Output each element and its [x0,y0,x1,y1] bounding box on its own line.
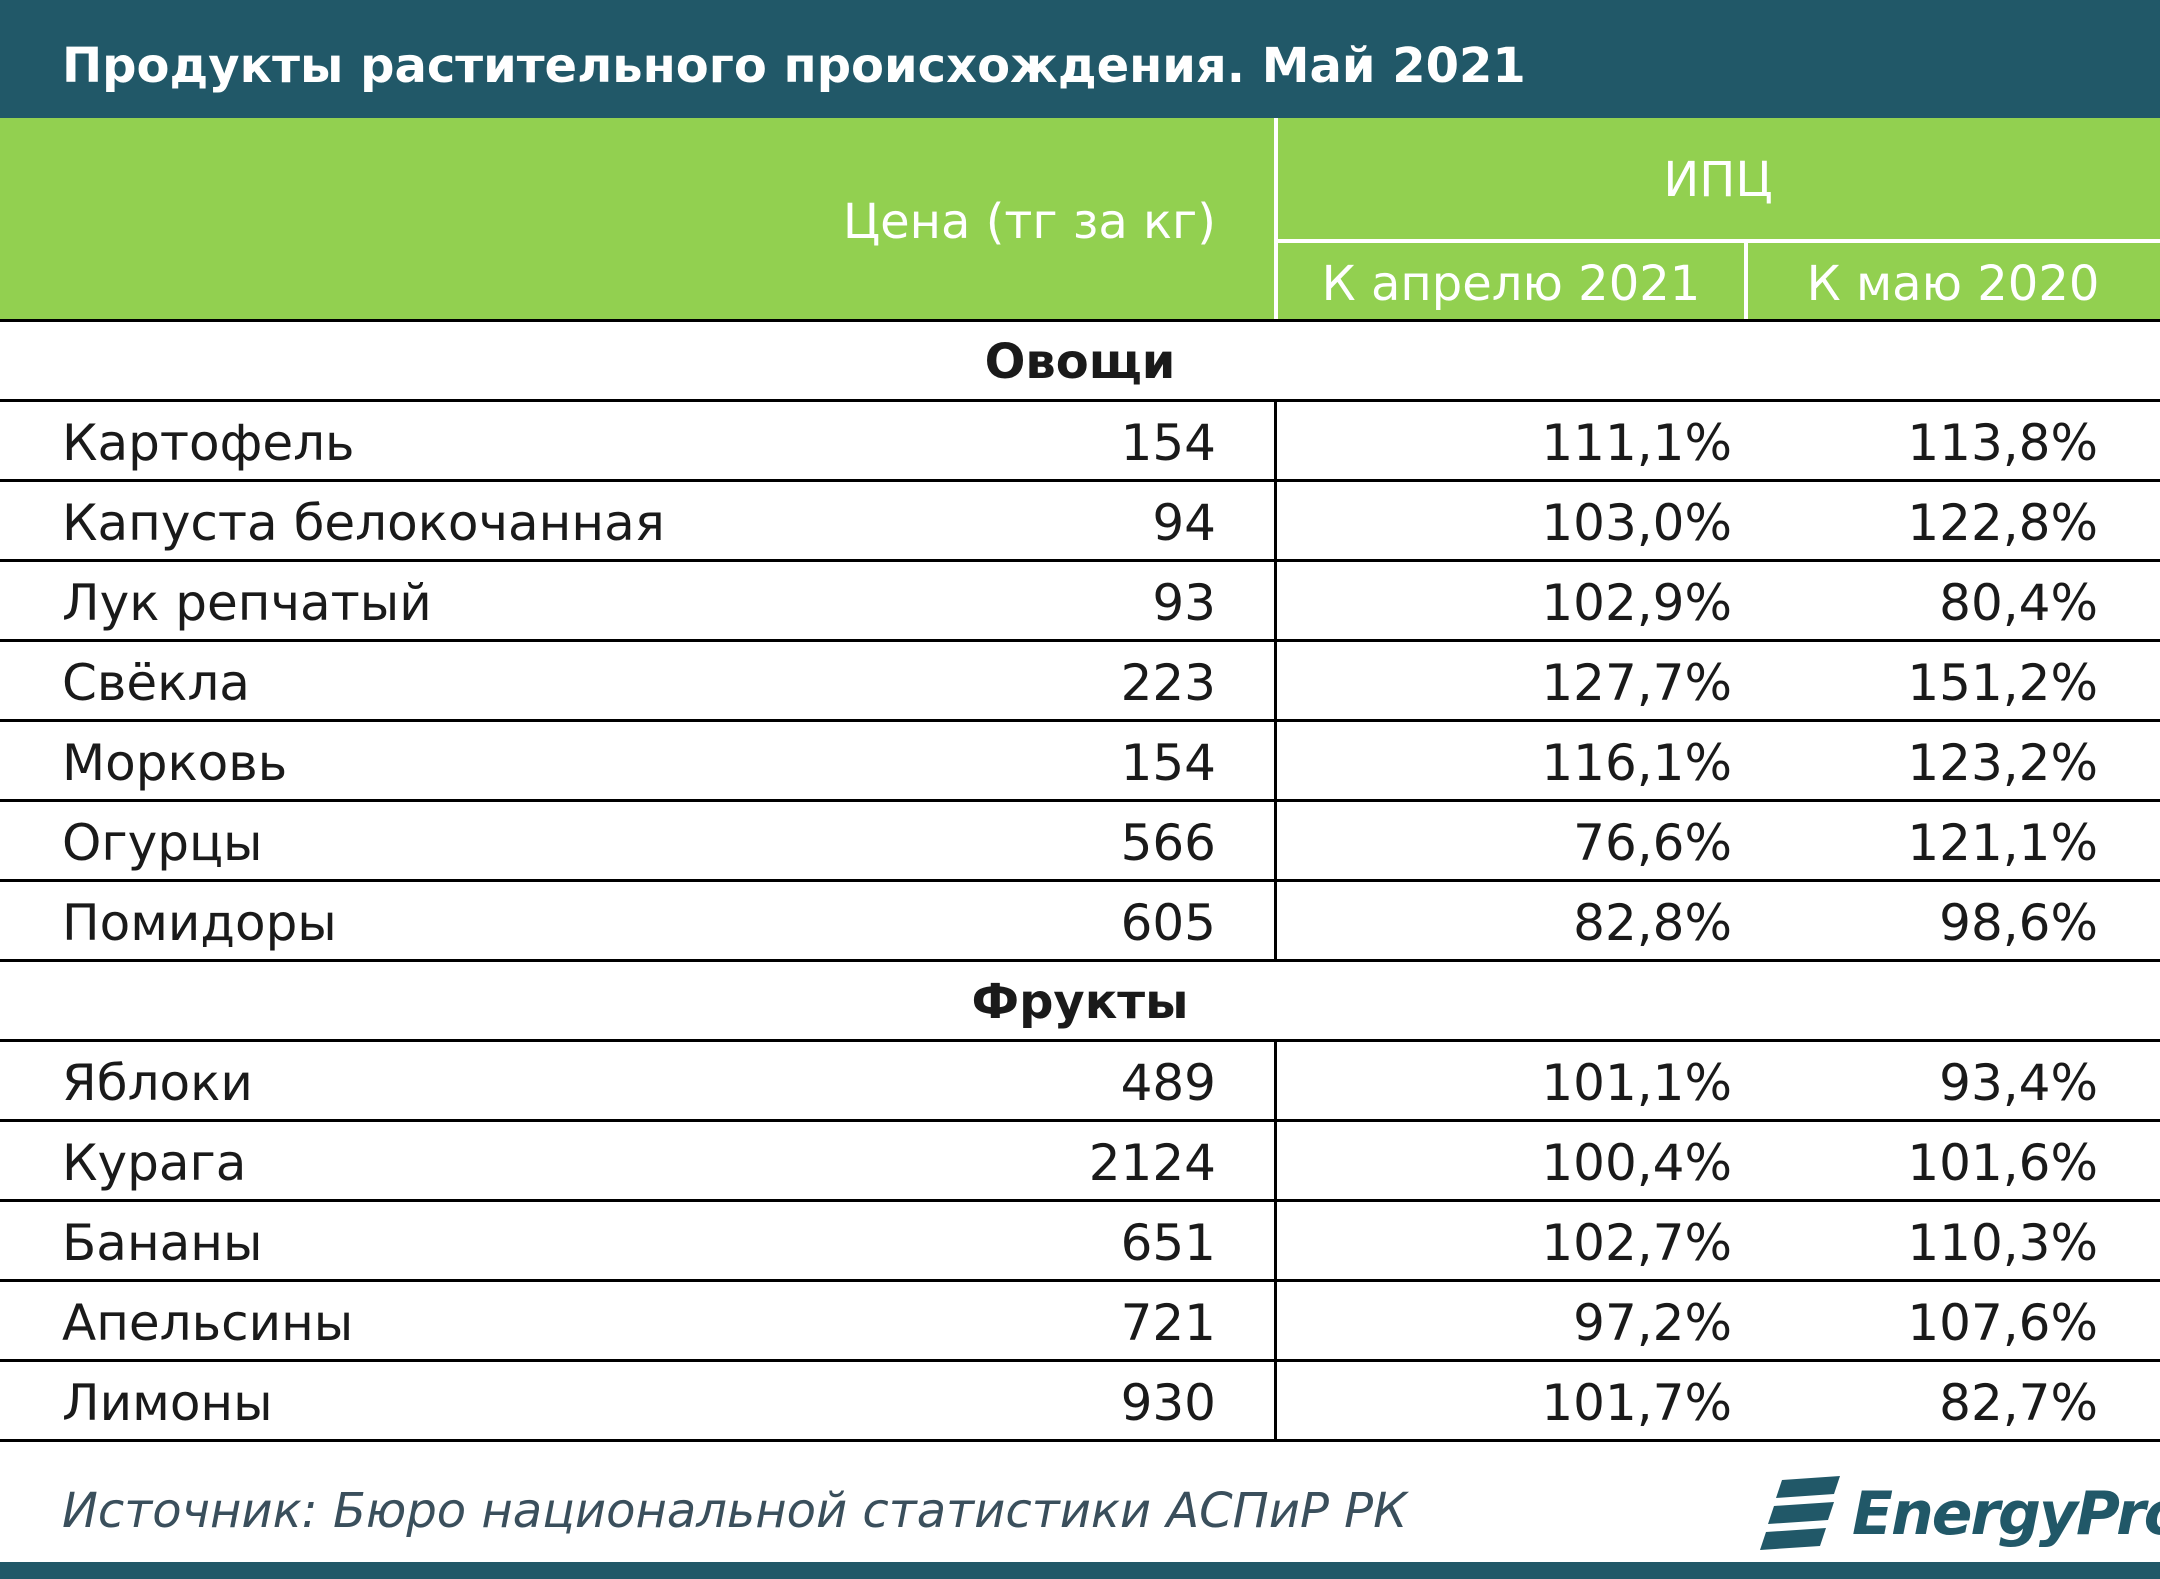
product-name: Курага [62,1134,247,1192]
price-cell: 154 [1120,734,1216,792]
price-cell: 223 [1120,654,1216,712]
row-divider [0,1279,2160,1282]
product-name: Лимоны [62,1374,273,1432]
table-header [0,118,2160,320]
source-note: Источник: Бюро национальной статистики А… [62,1483,1408,1539]
product-name: Огурцы [62,814,263,872]
row-divider [0,319,2160,322]
price-cell: 2124 [1088,1134,1216,1192]
ipc-to-april-2021-cell: 76,6% [1573,814,1732,872]
ipc-to-may-2020-cell: 151,2% [1907,654,2098,712]
product-name: Бананы [62,1214,263,1272]
product-name: Апельсины [62,1294,354,1352]
ipc-to-april-2021-cell: 97,2% [1573,1294,1732,1352]
table-title: Продукты растительного происхождения. Ма… [62,38,1526,94]
ipc-to-may-2020-cell: 110,3% [1907,1214,2098,1272]
section-label: Фрукты [971,974,1189,1030]
ipc-to-may-2020-cell: 101,6% [1907,1134,2098,1192]
column-divider [1274,400,1277,960]
price-cell: 489 [1120,1054,1216,1112]
product-name: Свёкла [62,654,250,712]
price-cell: 94 [1152,494,1216,552]
ipc-to-april-2021-cell: 111,1% [1541,414,1732,472]
row-divider [0,1119,2160,1122]
price-cell: 93 [1152,574,1216,632]
ipc-to-may-2020-cell: 93,4% [1939,1054,2098,1112]
header-divider-vertical [1274,118,1278,320]
energyprom-logo: EnergyProm [1756,1462,2160,1562]
product-name: Яблоки [62,1054,253,1112]
ipc-to-may-2020-cell: 122,8% [1907,494,2098,552]
column-divider [1274,1040,1277,1440]
ipc-to-april-2021-cell: 101,1% [1541,1054,1732,1112]
row-divider [0,639,2160,642]
ipc-to-may-2020-cell: 98,6% [1939,894,2098,952]
product-name: Лук репчатый [62,574,432,632]
price-cell: 651 [1120,1214,1216,1272]
price-cell: 930 [1120,1374,1216,1432]
ipc-to-may-2020-cell: 80,4% [1939,574,2098,632]
ipc-to-april-2021-cell: 102,9% [1541,574,1732,632]
logo-text: EnergyProm [1852,1479,2160,1549]
header-ipc: ИПЦ [1663,152,1773,208]
row-divider [0,1359,2160,1362]
product-name: Картофель [62,414,355,472]
ipc-to-april-2021-cell: 127,7% [1541,654,1732,712]
price-cell: 154 [1120,414,1216,472]
ipc-to-may-2020-cell: 113,8% [1907,414,2098,472]
header-divider-horizontal [1274,239,2160,243]
header-price: Цена (тг за кг) [842,194,1216,250]
product-name: Капуста белокочанная [62,494,665,552]
ipc-to-april-2021-cell: 116,1% [1541,734,1732,792]
row-divider [0,559,2160,562]
row-divider [0,959,2160,962]
ipc-to-may-2020-cell: 107,6% [1907,1294,2098,1352]
product-name: Морковь [62,734,288,792]
ipc-to-april-2021-cell: 101,7% [1541,1374,1732,1432]
row-divider [0,799,2160,802]
ipc-to-may-2020-cell: 121,1% [1907,814,2098,872]
row-divider [0,1439,2160,1442]
row-divider [0,879,2160,882]
ipc-to-may-2020-cell: 123,2% [1907,734,2098,792]
price-cell: 721 [1120,1294,1216,1352]
row-divider [0,719,2160,722]
header-to-april-2021: К апрелю 2021 [1321,256,1701,312]
ipc-to-april-2021-cell: 100,4% [1541,1134,1732,1192]
ipc-to-april-2021-cell: 103,0% [1541,494,1732,552]
header-to-may-2020: К маю 2020 [1806,256,2100,312]
row-divider [0,479,2160,482]
ipc-to-may-2020-cell: 82,7% [1939,1374,2098,1432]
product-name: Помидоры [62,894,337,952]
price-cell: 566 [1120,814,1216,872]
footer-rule [0,1562,2160,1579]
row-divider [0,399,2160,402]
section-label: Овощи [984,334,1176,390]
row-divider [0,1039,2160,1042]
ipc-to-april-2021-cell: 102,7% [1541,1214,1732,1272]
energyprom-logo-icon [1760,1476,1840,1550]
row-divider [0,1199,2160,1202]
price-cell: 605 [1120,894,1216,952]
header-divider-subcolumns [1744,241,1748,320]
ipc-to-april-2021-cell: 82,8% [1573,894,1732,952]
title-bar: Продукты растительного происхождения. Ма… [0,0,2160,118]
